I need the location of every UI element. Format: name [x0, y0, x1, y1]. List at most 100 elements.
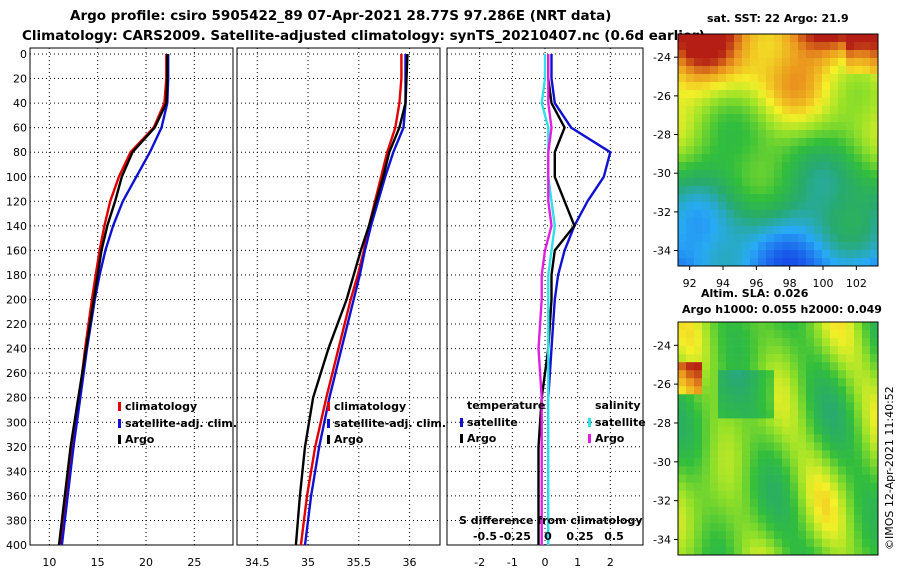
- heatmap-cell: [806, 90, 815, 99]
- heatmap-cell: [726, 402, 735, 411]
- heatmap-cell: [838, 194, 847, 203]
- heatmap-cell: [694, 370, 703, 379]
- heatmap-cell: [830, 90, 839, 99]
- heatmap-cell: [870, 362, 879, 371]
- heatmap-cell: [798, 362, 807, 371]
- heatmap-cell: [694, 538, 703, 548]
- heatmap-cell: [806, 354, 815, 363]
- heatmap-cell: [806, 258, 815, 267]
- heatmap-cell: [814, 482, 823, 492]
- heatmap-cell: [758, 418, 767, 427]
- heatmap-cell: [814, 250, 823, 259]
- heatmap-cell: [734, 242, 743, 251]
- heatmap-cell: [862, 514, 871, 524]
- heatmap-cell: [718, 482, 727, 492]
- heatmap-cell: [710, 122, 719, 131]
- heatmap-cell: [870, 218, 879, 227]
- heatmap-cell: [846, 154, 855, 163]
- heatmap-cell: [862, 90, 871, 99]
- heatmap-cell: [726, 162, 735, 171]
- heatmap-cell: [830, 474, 839, 483]
- heatmap-cell: [710, 458, 719, 467]
- heatmap-cell: [766, 506, 775, 516]
- series-line-climatology: [299, 54, 403, 546]
- legend-swatch-salinity-argo: [588, 434, 591, 443]
- heatmap-cell: [750, 66, 759, 75]
- heatmap-cell: [726, 250, 735, 259]
- heatmap-cell: [766, 538, 775, 548]
- heatmap-cell: [798, 346, 807, 355]
- heatmap-cell: [838, 114, 847, 123]
- heatmap-cell: [702, 506, 711, 516]
- heatmap-cell: [726, 538, 735, 548]
- heatmap-cell: [702, 210, 711, 219]
- heatmap-cell: [734, 482, 743, 492]
- heatmap-cell: [710, 82, 719, 91]
- heatmap-cell: [798, 34, 807, 43]
- heatmap-cell: [766, 114, 775, 123]
- heatmap-cell: [758, 322, 767, 331]
- heatmap-cell: [782, 50, 791, 59]
- heatmap-cell: [742, 250, 751, 259]
- heatmap-cell: [830, 178, 839, 187]
- heatmap-cell: [702, 378, 711, 387]
- heatmap-cell: [686, 234, 695, 243]
- heatmap-cell: [798, 114, 807, 123]
- heatmap-cell: [694, 450, 703, 459]
- heatmap-cell: [846, 130, 855, 139]
- heatmap-cell: [734, 186, 743, 195]
- heatmap-cell: [734, 338, 743, 347]
- heatmap-cell: [694, 130, 703, 139]
- heatmap-cell: [686, 458, 695, 467]
- title-line-1: Argo profile: csiro 5905422_89 07-Apr-20…: [70, 8, 611, 24]
- heatmap-cell: [766, 394, 775, 403]
- heatmap-cell: [742, 522, 751, 532]
- heatmap-cell: [766, 242, 775, 251]
- heatmap-cell: [678, 146, 687, 155]
- heatmap-cell: [862, 66, 871, 75]
- heatmap-cell: [774, 74, 783, 83]
- heatmap-cell: [686, 418, 695, 427]
- heatmap-cell: [790, 514, 799, 524]
- heatmap-cell: [870, 538, 879, 548]
- heatmap-cell: [734, 330, 743, 339]
- heatmap-cell: [830, 218, 839, 227]
- heatmap-cell: [854, 426, 863, 435]
- heatmap-cell: [838, 394, 847, 403]
- heatmap-cell: [846, 514, 855, 524]
- heatmap-cell: [838, 402, 847, 411]
- heatmap-cell: [702, 354, 711, 363]
- heatmap-cell: [830, 138, 839, 147]
- heatmap-cell: [742, 154, 751, 163]
- heatmap-cell: [710, 546, 719, 556]
- heatmap-cell: [742, 50, 751, 59]
- map-x-tick-label: 96: [749, 277, 763, 290]
- heatmap-cell: [798, 74, 807, 83]
- heatmap-cell: [782, 434, 791, 443]
- heatmap-cell: [854, 410, 863, 419]
- heatmap-cell: [854, 362, 863, 371]
- heatmap-cell: [854, 450, 863, 459]
- heatmap-cell: [782, 474, 791, 483]
- heatmap-cell: [822, 74, 831, 83]
- heatmap-cell: [790, 42, 799, 51]
- heatmap-cell: [774, 362, 783, 371]
- heatmap-cell: [750, 90, 759, 99]
- legend-swatch-satellite: [327, 419, 330, 428]
- heatmap-cell: [694, 346, 703, 355]
- heatmap-cell: [862, 194, 871, 203]
- heatmap-cell: [686, 218, 695, 227]
- heatmap-cell: [870, 146, 879, 155]
- heatmap-cell: [742, 338, 751, 347]
- heatmap-cell: [830, 210, 839, 219]
- heatmap-cell: [734, 154, 743, 163]
- heatmap-cell: [782, 218, 791, 227]
- heatmap-cell: [830, 514, 839, 524]
- heatmap-cell: [782, 402, 791, 411]
- heatmap-cell: [702, 322, 711, 331]
- heatmap-cell: [838, 90, 847, 99]
- map-y-tick-label: -24: [653, 339, 671, 352]
- heatmap-cell: [854, 226, 863, 235]
- heatmap-cell: [750, 434, 759, 443]
- heatmap-cell: [686, 98, 695, 107]
